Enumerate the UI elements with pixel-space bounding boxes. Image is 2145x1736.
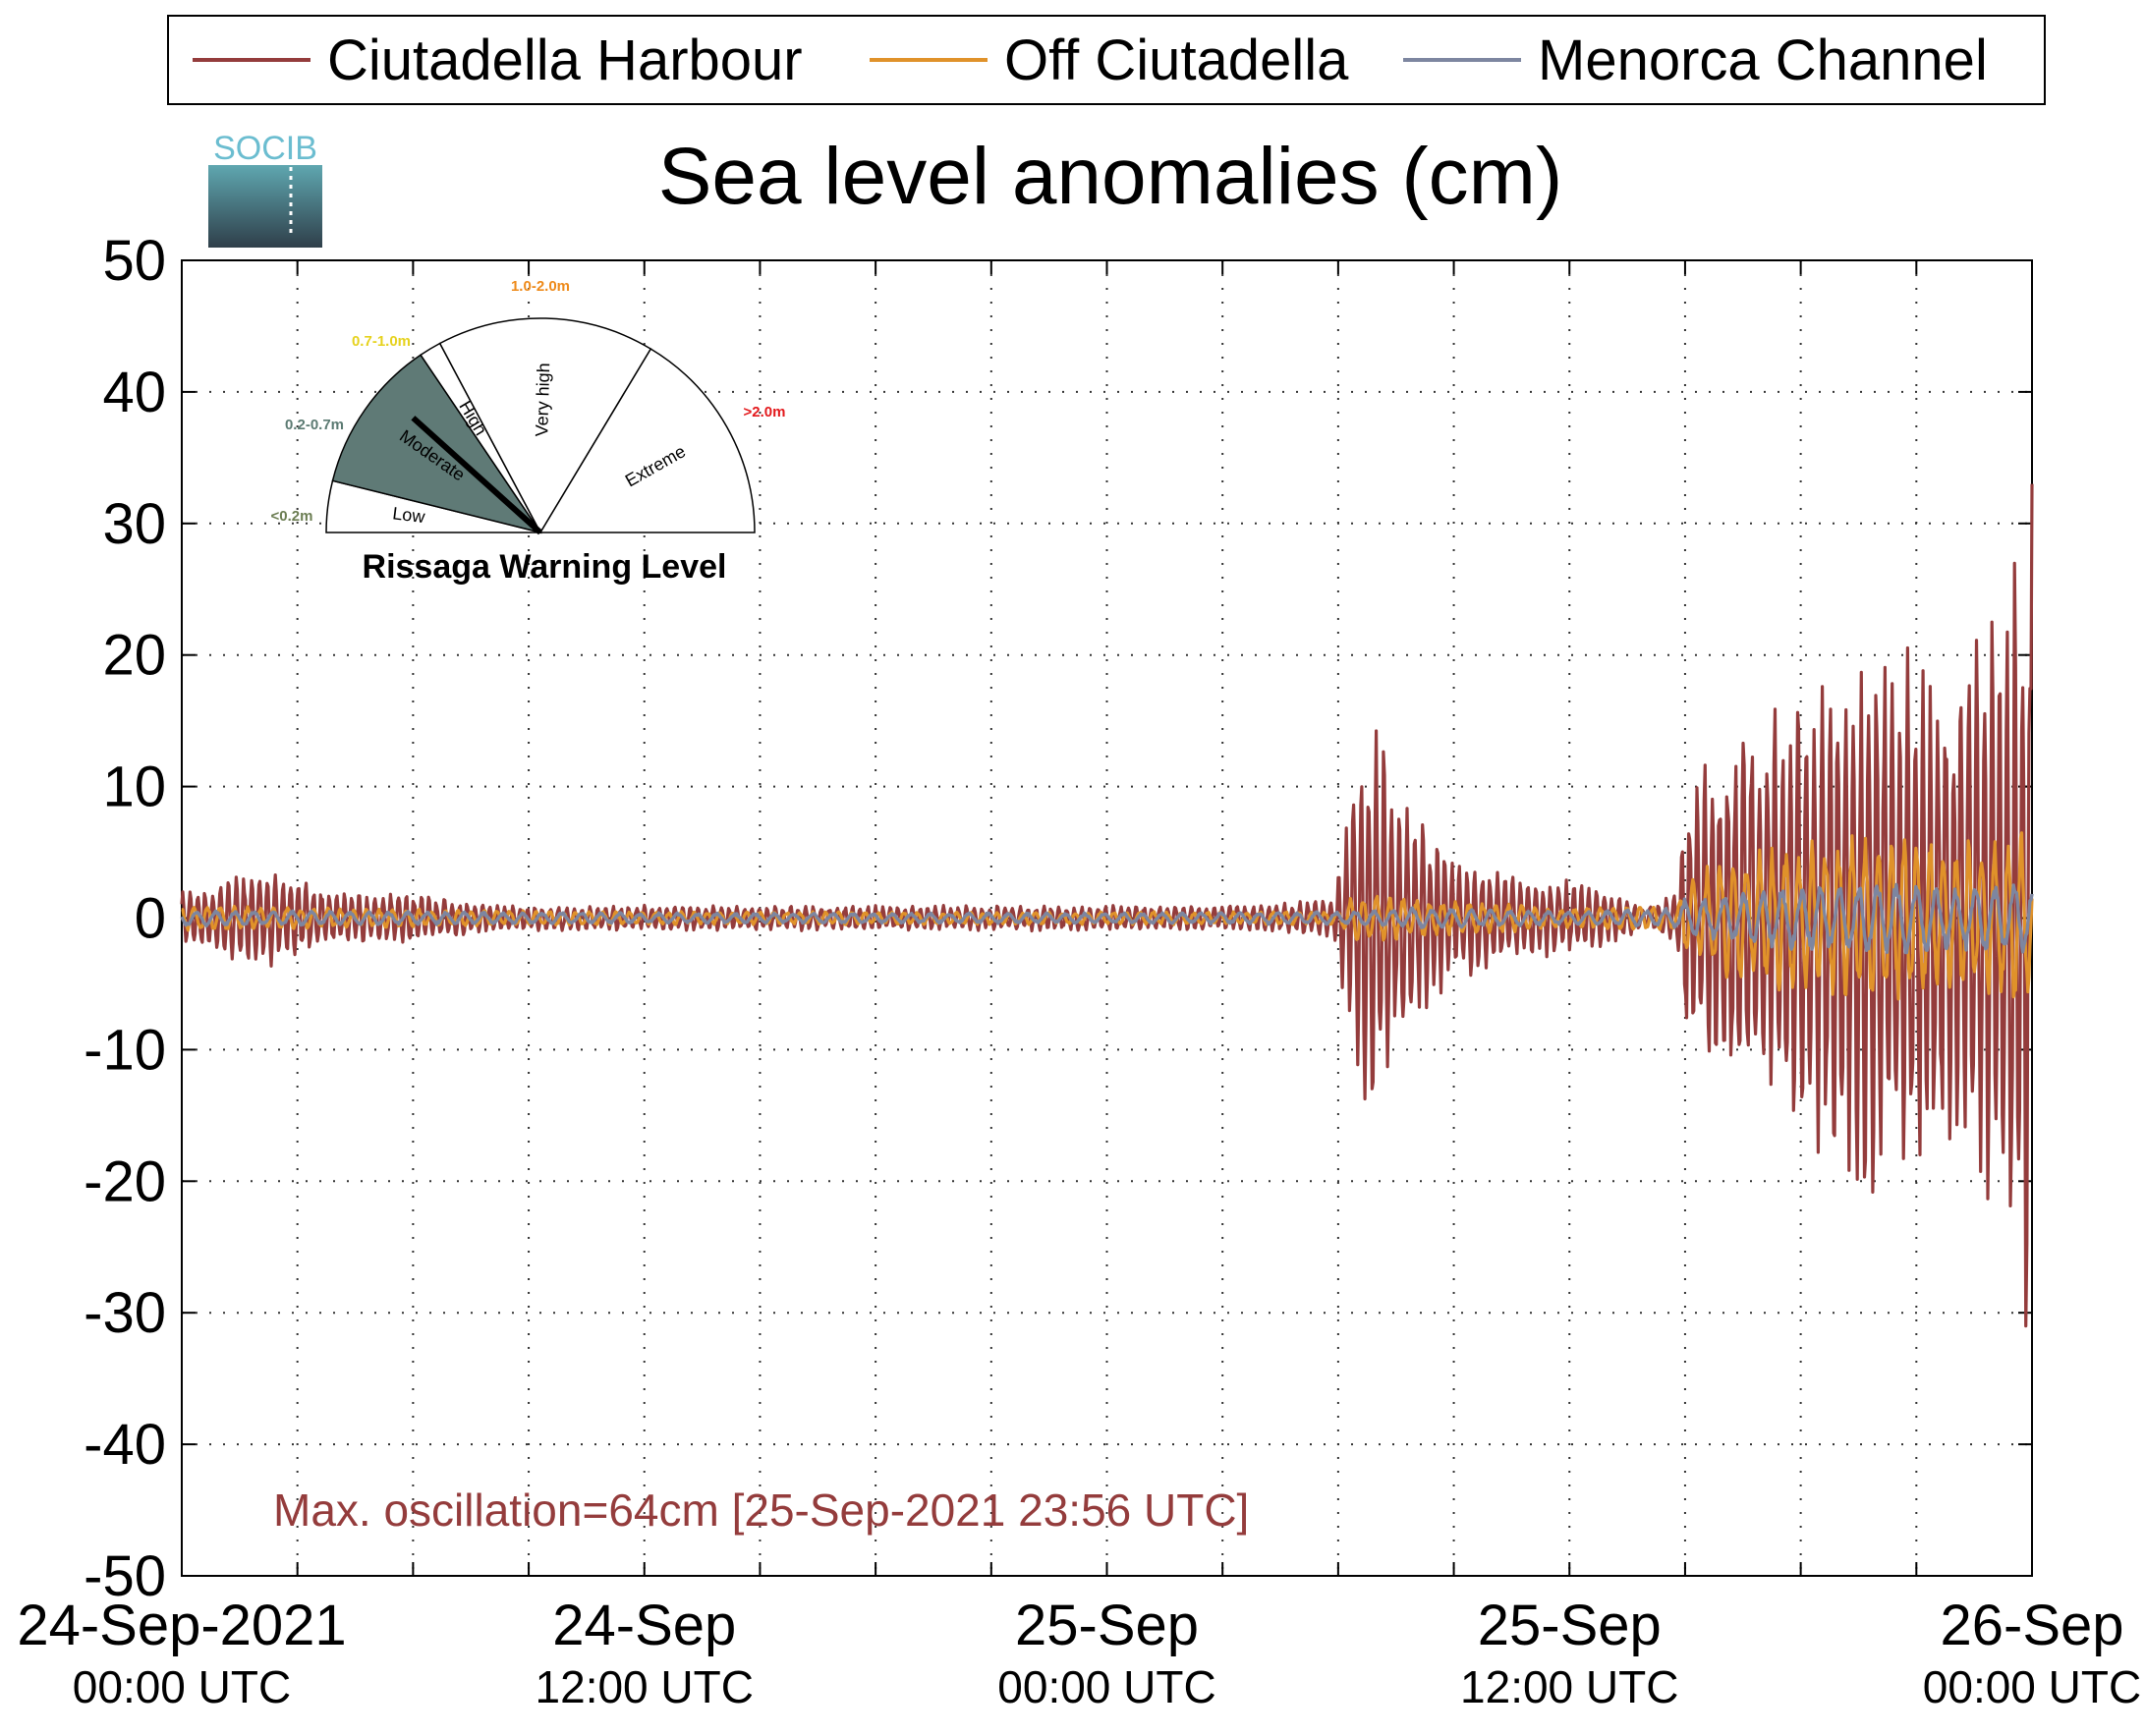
gauge-sector-very-high [438, 317, 652, 534]
gauge-range-high: 0.7-1.0m [352, 333, 411, 350]
y-tick-label: 0 [135, 887, 166, 951]
x-tick-label-date: 26-Sep [1940, 1594, 2123, 1657]
max-oscillation-annotation: Max. oscillation=64cm [25-Sep-2021 23:56… [273, 1484, 1249, 1536]
x-tick-label-time: 00:00 UTC [1923, 1661, 2141, 1712]
gauge-range-very-high: 1.0-2.0m [511, 278, 570, 295]
series-layer [180, 483, 2034, 1328]
y-tick-label: -40 [84, 1413, 166, 1477]
gauge-needle [411, 416, 543, 535]
socib-logo: SOCIB [208, 130, 322, 248]
x-tick-label-time: 00:00 UTC [997, 1661, 1215, 1712]
y-tick-label: 30 [102, 492, 166, 556]
y-tick-label: -10 [84, 1018, 166, 1082]
logo-text: SOCIB [213, 130, 317, 167]
y-tick-label: 20 [102, 624, 166, 688]
x-tick-label-time: 12:00 UTC [536, 1661, 754, 1712]
gauge-sector-extreme [538, 348, 756, 533]
series-line-menorca-channel [180, 882, 2034, 955]
gauge-range-extreme: >2.0m [744, 404, 786, 420]
legend-label-ciutadella-harbour: Ciutadella Harbour [327, 28, 803, 92]
gauge-title: Rissaga Warning Level [363, 548, 727, 586]
y-tick-label: -50 [84, 1544, 166, 1608]
gauge-range-moderate: 0.2-0.7m [285, 417, 344, 433]
x-tick-label-date: 24-Sep [552, 1594, 736, 1657]
gauge-label-very-high: Very high [532, 363, 553, 437]
legend-label-menorca-channel: Menorca Channel [1538, 28, 1988, 92]
legend-box [167, 15, 2046, 105]
y-tick-label: -30 [84, 1281, 166, 1345]
x-tick-label-time: 00:00 UTC [73, 1661, 291, 1712]
gauge-range-low: <0.2m [271, 508, 313, 525]
chart-title: Sea level anomalies (cm) [658, 132, 1563, 221]
x-tick-label-date: 25-Sep [1015, 1594, 1199, 1657]
x-tick-label-date: 24-Sep-2021 [17, 1594, 346, 1657]
y-tick-label: 40 [102, 361, 166, 424]
x-tick-label-time: 12:00 UTC [1460, 1661, 1678, 1712]
series-line-ciutadella-harbour [180, 483, 2034, 1328]
y-tick-label: -20 [84, 1149, 166, 1213]
legend: Ciutadella Harbour Off Ciutadella Menorc… [167, 15, 2046, 105]
x-tick-label-date: 25-Sep [1478, 1594, 1662, 1657]
y-axis: 50 40 30 20 10 0 -10 -20 -30 -40 -50 [84, 229, 2032, 1608]
legend-label-off-ciutadella: Off Ciutadella [1004, 28, 1349, 92]
y-tick-label: 50 [102, 229, 166, 293]
gauge-label-low: Low [391, 503, 426, 527]
y-tick-label: 10 [102, 756, 166, 819]
